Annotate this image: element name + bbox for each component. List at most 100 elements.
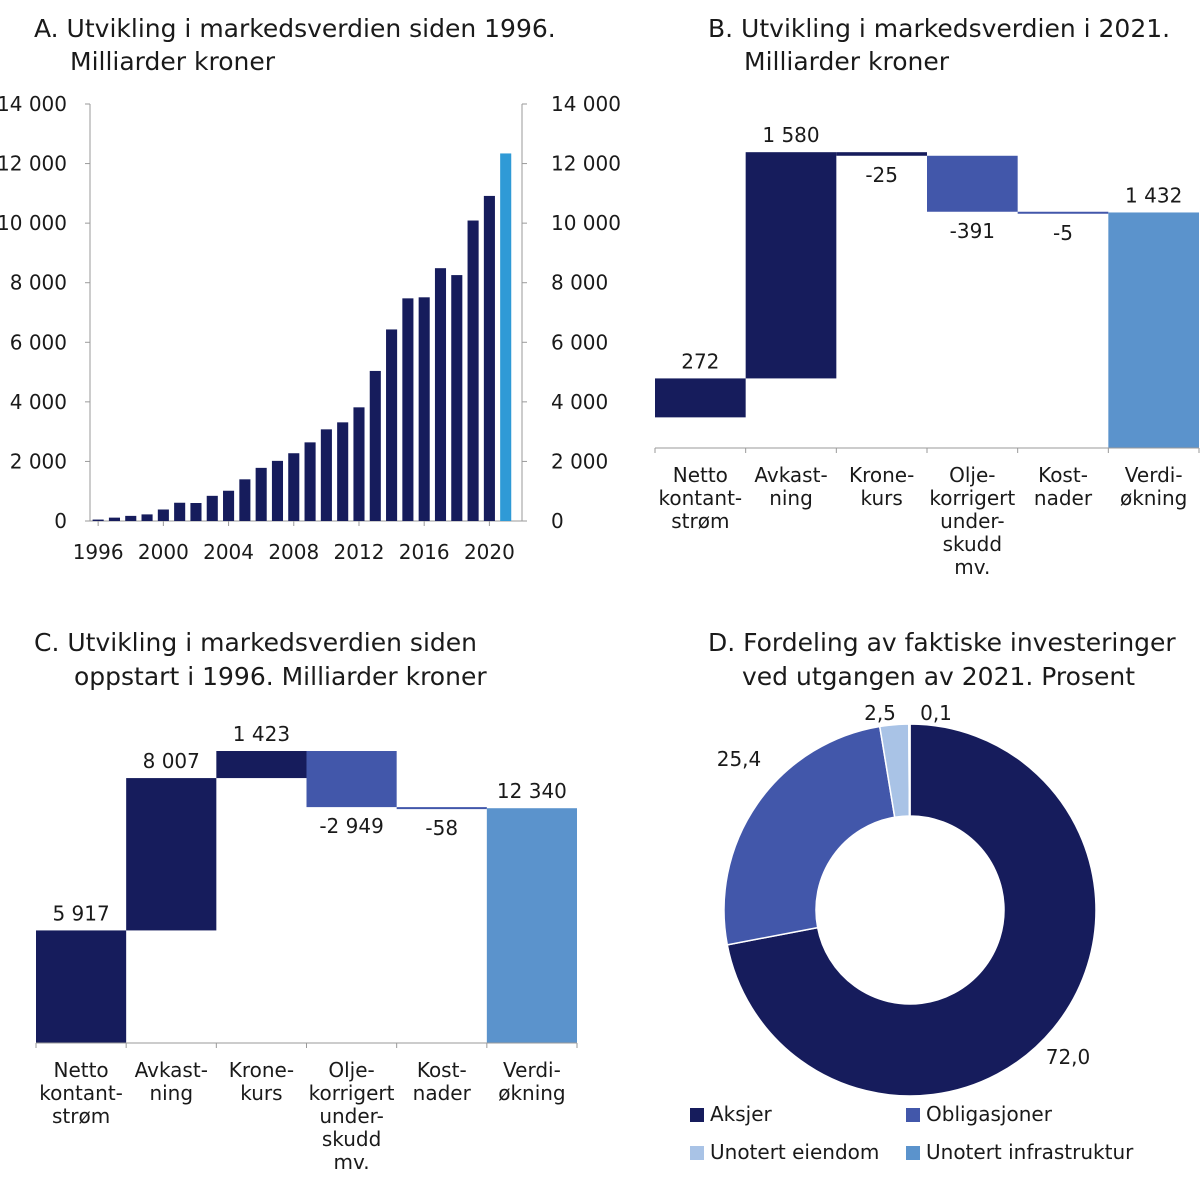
panel-c-value-label: 1 423 xyxy=(233,722,290,746)
panel-a-left-tick-label: 14 000 xyxy=(0,92,67,116)
panel-c-bar xyxy=(126,778,217,931)
panel-a-left-tick-label: 0 xyxy=(54,509,67,533)
panel-b-category-label: ning xyxy=(769,486,813,510)
panel-c-bar xyxy=(396,807,487,810)
panel-a-left-tick-labels: 0 2 000 4 000 6 000 8 000 10 000 12 000 14 000 xyxy=(0,92,67,533)
panel-a-bar xyxy=(190,503,202,521)
panel-a-bar xyxy=(483,195,495,522)
panel-d-legend-label: Obligasjoner xyxy=(926,1102,1053,1126)
panel-b-category-label: Krone- xyxy=(849,463,914,487)
panel-a-bar xyxy=(304,442,316,521)
panel-b-category-label: økning xyxy=(1120,486,1187,510)
panel-a-bar xyxy=(141,514,153,521)
panel-c-category-label: kontant- xyxy=(39,1081,123,1105)
panel-d-slice xyxy=(908,723,911,817)
panel-a-bar xyxy=(369,370,381,521)
panel-d-donut: 72,0 25,4 2,5 0,1 xyxy=(717,701,1097,1097)
panel-b-bar xyxy=(836,152,927,156)
panel-b-value-label: -5 xyxy=(1053,221,1073,245)
panel-b-title-line2: Milliarder kroner xyxy=(744,47,950,76)
panel-b-category-label: mv. xyxy=(954,555,990,579)
panel-c-category-label: mv. xyxy=(334,1150,370,1174)
panel-b-bar xyxy=(745,152,837,379)
panel-d-slice-label: 0,1 xyxy=(920,701,952,725)
panel-c-category-label: Kost- xyxy=(417,1058,467,1082)
panel-a-x-tick-label: 2004 xyxy=(203,540,254,564)
panel-a-bar xyxy=(353,407,365,521)
panel-a-right-tick-label: 12 000 xyxy=(551,152,621,176)
panel-a-bar xyxy=(402,298,414,521)
panel-c-title-line2: oppstart i 1996. Milliarder kroner xyxy=(74,662,487,691)
panel-b-value-label: 1 432 xyxy=(1125,183,1182,207)
panel-a-bar xyxy=(206,495,218,521)
panel-c-title-line1: C. Utvikling i markedsverdien siden xyxy=(34,628,477,657)
panel-a-left-tick-label: 6 000 xyxy=(10,330,67,354)
panel-b-category-label: Olje- xyxy=(949,463,995,487)
panel-c-category-label: under- xyxy=(319,1104,384,1128)
panel-d-legend-swatch xyxy=(906,1108,920,1122)
panel-c-category-label: skudd xyxy=(322,1127,381,1151)
panel-a-bar xyxy=(500,153,512,522)
panel-a-x-tick-label: 1996 xyxy=(73,540,124,564)
panel-c-bar xyxy=(216,751,307,779)
panel-a-x-tick-label: 2008 xyxy=(268,540,319,564)
panel-b: B. Utvikling i markedsverdien i 2021. Mi… xyxy=(654,14,1200,579)
panel-d-legend-label: Aksjer xyxy=(710,1102,773,1126)
panel-b-bar xyxy=(655,378,746,418)
panel-b-category-label: strøm xyxy=(671,509,729,533)
panel-a-bar xyxy=(320,429,332,521)
panel-a-bar xyxy=(434,268,447,521)
panel-a-bar xyxy=(92,519,104,521)
panel-b-value-label: 272 xyxy=(681,349,719,373)
panel-a-x-tick-labels: 1996 2000 2004 2008 2012 2016 2020 xyxy=(73,521,515,564)
panel-a-right-tick-label: 8 000 xyxy=(551,271,608,295)
panel-d-legend-swatch xyxy=(690,1108,704,1122)
panel-c-value-label: 5 917 xyxy=(52,901,109,925)
panel-b-category-label: under- xyxy=(940,509,1005,533)
panel-b-value-label: -391 xyxy=(950,219,995,243)
panel-a-title-line1: A. Utvikling i markedsverdien siden 1996… xyxy=(34,14,556,43)
panel-a-right-tick-label: 4 000 xyxy=(551,390,608,414)
panel-d-slice-label: 25,4 xyxy=(717,747,762,771)
panel-a-bar xyxy=(239,479,251,521)
panel-d: D. Fordeling av faktiske investeringer v… xyxy=(690,628,1176,1164)
panel-a-bar xyxy=(157,509,169,521)
panel-c-bar xyxy=(486,808,577,1043)
panel-b-category-label: Avkast- xyxy=(754,463,827,487)
panel-a-left-tick-label: 4 000 xyxy=(10,390,67,414)
panel-a-right-tick-label: 2 000 xyxy=(551,449,608,473)
panel-a-left-tick-label: 10 000 xyxy=(0,211,67,235)
panel-c-value-label: 12 340 xyxy=(497,779,567,803)
panel-a-x-tick-label: 2020 xyxy=(464,540,515,564)
panel-d-title-line1: D. Fordeling av faktiske investeringer xyxy=(708,628,1176,657)
panel-b-category-label: kurs xyxy=(861,486,903,510)
panel-a-bar xyxy=(386,329,398,521)
panel-d-legend-label: Unotert infrastruktur xyxy=(926,1140,1134,1164)
panel-a-bar xyxy=(467,220,479,521)
panel-c-category-label: nader xyxy=(413,1081,472,1105)
panel-a-bar xyxy=(108,517,120,521)
panel-c-value-label: 8 007 xyxy=(143,749,200,773)
panel-b-bar xyxy=(1017,211,1109,214)
panel-a-right-tick-label: 10 000 xyxy=(551,211,621,235)
panel-a-right-tick-labels: 0 2 000 4 000 6 000 8 000 10 000 12 000 14 000 xyxy=(551,92,621,533)
panel-a-right-tick-label: 0 xyxy=(551,509,564,533)
panel-a-bar xyxy=(223,490,235,521)
panel-c-value-label: -2 949 xyxy=(319,814,383,838)
panel-a-x-tick-label: 2016 xyxy=(399,540,450,564)
panel-a-x-tick-label: 2012 xyxy=(334,540,385,564)
panel-a-left-tick-label: 2 000 xyxy=(10,449,67,473)
panel-b-category-label: kontant- xyxy=(659,486,743,510)
panel-a-left-tick-label: 8 000 xyxy=(10,271,67,295)
panel-c-category-label: Olje- xyxy=(328,1058,374,1082)
panel-b-category-label: Kost- xyxy=(1038,463,1088,487)
panel-d-legend-label: Unotert eiendom xyxy=(710,1140,879,1164)
panel-a-bar xyxy=(271,460,284,521)
panel-d-title-line2: ved utgangen av 2021. Prosent xyxy=(742,662,1135,691)
panel-a-bar xyxy=(125,515,137,521)
panel-c-value-label: -58 xyxy=(425,816,458,840)
panel-d-legend-swatch xyxy=(690,1146,704,1160)
panel-b-category-label: Verdi- xyxy=(1125,463,1183,487)
